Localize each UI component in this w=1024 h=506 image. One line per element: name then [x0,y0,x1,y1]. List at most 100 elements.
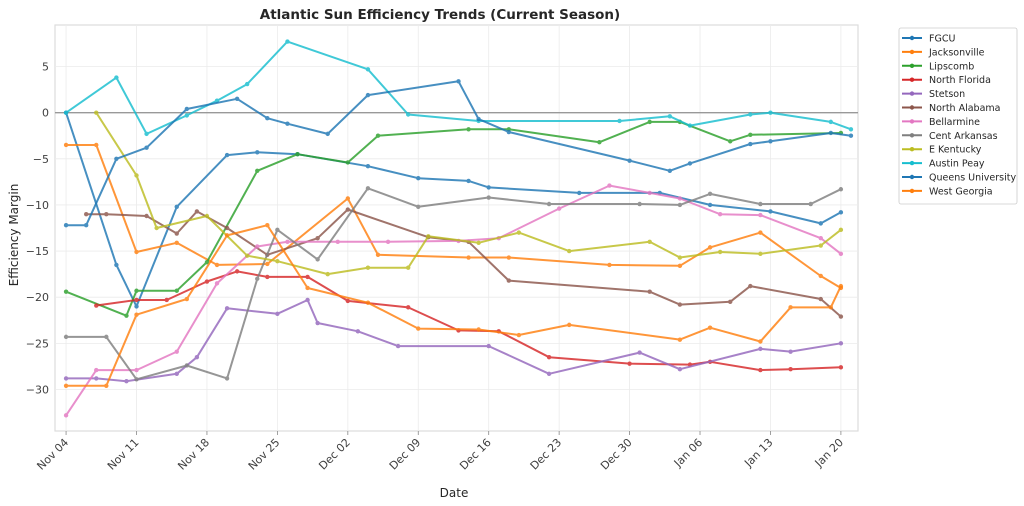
data-point-north-florida [134,297,139,303]
series-line-north-alabama [86,208,842,318]
data-point-north-alabama [728,299,733,305]
data-point-austin-peay [828,119,834,125]
data-point-north-florida [758,367,763,373]
data-point-north-alabama [506,278,512,283]
data-point-jacksonville [375,252,381,257]
data-point-austin-peay [405,112,411,117]
data-point-fgcu [416,175,421,181]
data-point-lipscomb [728,139,733,144]
plot-frame [54,24,859,432]
data-point-west-georgia [707,325,713,330]
data-point-austin-peay [617,118,622,124]
data-point-bellarmine [677,196,683,201]
data-point-queens-university [234,96,240,102]
data-point-stetson [275,311,280,317]
legend-item-bellarmine: Bellarmine [902,117,980,128]
series-fgcu [63,110,844,309]
data-point-lipscomb [204,259,210,265]
series-line-north-florida [96,270,841,372]
series-north-florida [94,269,844,373]
data-point-west-georgia [184,296,190,302]
data-point-queens-university [828,130,834,136]
data-point-e-kentucky [365,265,371,270]
data-point-north-alabama [224,225,230,231]
data-point-stetson [194,354,200,360]
x-axis-label: Date [440,486,469,500]
data-point-stetson [124,378,129,384]
data-point-cent-arkansas [365,186,371,191]
data-point-fgcu [466,178,471,184]
legend-marker [909,119,915,124]
data-point-e-kentucky [567,248,572,254]
data-point-west-georgia [416,326,421,331]
data-point-bellarmine [385,239,391,245]
data-point-bellarmine [758,212,763,218]
data-point-fgcu [486,185,491,190]
data-point-lipscomb [134,288,139,293]
legend-item-north-alabama: North Alabama [902,103,1000,114]
data-point-lipscomb [748,132,753,138]
data-point-queens-university [144,145,149,150]
data-point-north-alabama [104,211,109,217]
legend-item-queens-university: Queens University [902,173,1016,184]
data-point-fgcu [224,152,230,158]
series-line-queens-university [66,80,852,227]
data-point-e-kentucky [516,230,522,235]
data-point-e-kentucky [426,234,431,239]
data-point-austin-peay [748,112,753,117]
y-tick-label: −5 [33,153,49,166]
data-point-e-kentucky [476,240,481,245]
data-point-north-florida [788,366,793,372]
data-point-queens-university [476,116,481,122]
data-point-bellarmine [94,367,99,373]
data-point-west-georgia [104,383,109,388]
data-point-austin-peay [63,110,69,115]
legend-item-north-florida: North Florida [902,75,991,86]
data-point-austin-peay [114,75,119,80]
chart-title: Atlantic Sun Efficiency Trends (Current … [260,7,620,23]
data-point-e-kentucky [275,259,280,264]
data-point-cent-arkansas [315,257,320,262]
data-point-bellarmine [134,367,139,373]
data-point-e-kentucky [94,110,99,115]
y-tick-label: −15 [26,245,49,258]
data-point-austin-peay [144,131,149,137]
data-point-north-alabama [83,211,89,217]
legend-label: Cent Arkansas [929,131,998,142]
data-point-fgcu [365,163,371,169]
data-point-cent-arkansas [255,276,260,281]
y-axis-label: Efficiency Margin [7,184,21,287]
data-point-north-florida [94,303,99,308]
data-point-west-georgia [788,305,793,310]
data-point-stetson [224,306,230,311]
data-point-cent-arkansas [758,201,763,207]
data-point-e-kentucky [405,265,411,270]
legend-marker [909,133,915,138]
legend-marker [909,174,915,180]
data-point-stetson [315,320,320,326]
data-point-e-kentucky [818,243,823,248]
data-point-bellarmine [335,239,340,245]
data-point-austin-peay [768,110,773,115]
y-tick-label: −30 [26,383,49,396]
legend-label: North Florida [929,75,991,86]
legend-label: Queens University [929,173,1016,184]
data-point-north-alabama [174,231,179,236]
data-point-cent-arkansas [707,191,713,197]
legend-marker [909,160,915,166]
data-point-fgcu [134,304,139,309]
data-point-north-alabama [144,213,149,219]
series-queens-university [63,79,854,228]
data-point-west-georgia [828,305,834,310]
legend-item-cent-arkansas: Cent Arkansas [902,131,998,142]
data-point-e-kentucky [838,227,844,233]
y-tick-label: 5 [42,61,49,74]
data-point-cent-arkansas [808,201,813,207]
data-point-north-florida [627,361,632,366]
data-point-north-florida [546,354,552,360]
data-point-cent-arkansas [486,195,491,200]
data-point-west-georgia [63,383,69,388]
data-point-bellarmine [214,281,220,286]
data-point-queens-university [325,131,330,137]
data-point-stetson [94,376,99,381]
